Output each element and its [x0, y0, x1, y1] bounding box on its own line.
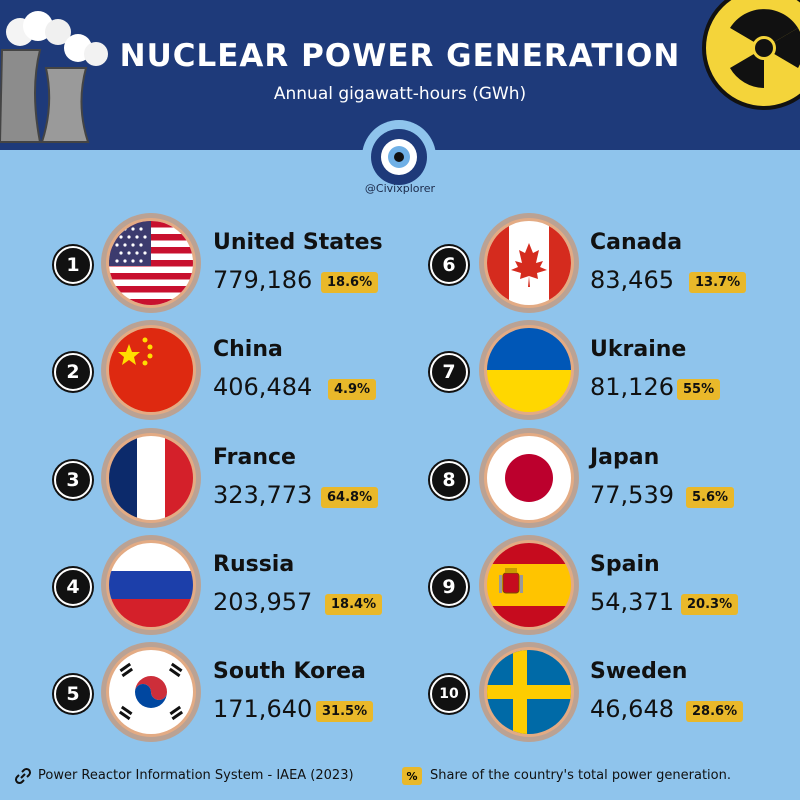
legend-text: Share of the country's total power gener… [430, 768, 731, 783]
page-title: NUCLEAR POWER GENERATION [119, 38, 681, 74]
flag-canada-icon [479, 213, 579, 313]
flag-sweden-icon [479, 642, 579, 742]
rank-badge: 5 [54, 675, 92, 713]
logo-badge [362, 120, 436, 194]
country-name: France [213, 445, 296, 470]
share-badge: 18.6% [321, 272, 379, 293]
gwh-value: 54,371 [590, 588, 674, 616]
gwh-value: 203,957 [213, 588, 313, 616]
gwh-value: 81,126 [590, 373, 674, 401]
author-handle: @Civixplorer [364, 182, 436, 195]
flag-spain-icon [479, 535, 579, 635]
country-name: Sweden [590, 659, 688, 684]
share-badge: 5.6% [686, 487, 735, 508]
gwh-value: 323,773 [213, 481, 313, 509]
share-badge: 64.8% [321, 487, 379, 508]
cooling-towers-icon [0, 11, 108, 143]
page-subtitle: Annual gigawatt-hours (GWh) [273, 84, 527, 104]
flag-france-icon [101, 428, 201, 528]
flag-south-korea-icon [101, 642, 201, 742]
country-name: Japan [590, 445, 660, 470]
country-name: United States [213, 230, 383, 255]
gwh-value: 46,648 [590, 695, 674, 723]
rank-badge: 2 [54, 353, 92, 391]
rank-badge: 3 [54, 461, 92, 499]
gwh-value: 83,465 [590, 266, 674, 294]
share-badge: 31.5% [316, 701, 374, 722]
rank-badge: 6 [430, 246, 468, 284]
flag-ukraine-icon [479, 320, 579, 420]
header-banner: NUCLEAR POWER GENERATION Annual gigawatt… [0, 0, 800, 150]
flag-russia-icon [101, 535, 201, 635]
flag-japan-icon [479, 428, 579, 528]
rank-badge: 9 [430, 568, 468, 606]
gwh-value: 406,484 [213, 373, 313, 401]
share-badge: 28.6% [686, 701, 744, 722]
footer: Power Reactor Information System - IAEA … [0, 762, 800, 792]
share-badge: 20.3% [681, 594, 739, 615]
link-icon [14, 767, 32, 785]
share-badge: 18.4% [325, 594, 383, 615]
rank-badge: 7 [430, 353, 468, 391]
share-badge: 13.7% [689, 272, 747, 293]
eye-logo-icon [371, 129, 427, 185]
country-name: Canada [590, 230, 683, 255]
radiation-icon [702, 0, 800, 110]
rank-badge: 4 [54, 568, 92, 606]
gwh-value: 779,186 [213, 266, 313, 294]
flag-china-icon [101, 320, 201, 420]
country-name: Spain [590, 552, 660, 577]
share-badge: 4.9% [328, 379, 377, 400]
gwh-value: 77,539 [590, 481, 674, 509]
legend-swatch: % [402, 767, 422, 785]
source-text: Power Reactor Information System - IAEA … [38, 768, 354, 783]
country-name: China [213, 337, 283, 362]
share-badge: 55% [677, 379, 721, 400]
country-name: South Korea [213, 659, 366, 684]
flag-usa-icon [101, 213, 201, 313]
gwh-value: 171,640 [213, 695, 313, 723]
rank-badge: 10 [430, 675, 468, 713]
country-name: Ukraine [590, 337, 687, 362]
country-name: Russia [213, 552, 295, 577]
rank-badge: 1 [54, 246, 92, 284]
rank-badge: 8 [430, 461, 468, 499]
